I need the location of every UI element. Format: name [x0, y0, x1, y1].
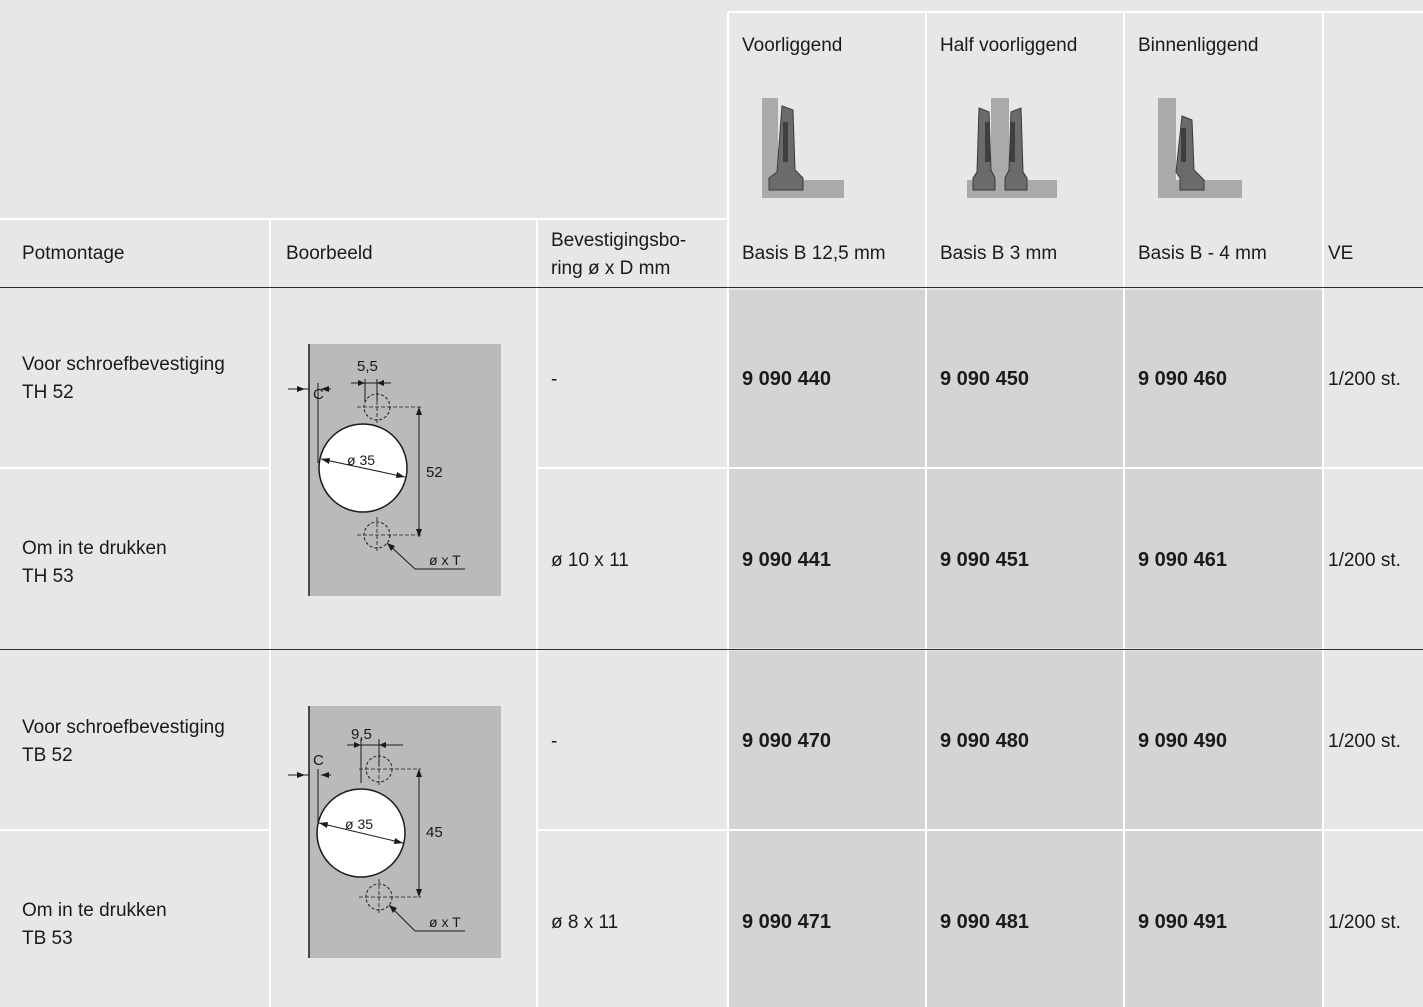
header-basis-half: Basis B 3 mm: [940, 243, 1058, 264]
boring-value: ø 8 x 11: [551, 912, 619, 933]
article-number: 9 090 441: [742, 549, 831, 571]
hinge-binnenliggend-icon: [1158, 98, 1242, 198]
drilling-pattern-tb: C 9,5 ø 35 45 ø x T: [288, 706, 501, 958]
header-bevestigingsboring: Bevestigingsbo- ring ø x D mm: [551, 227, 686, 283]
offset-label: 5,5: [357, 358, 378, 375]
ve-value: 1/200 st.: [1328, 731, 1401, 752]
col-separator: [1123, 12, 1125, 1007]
header-bevestigingsboring-line1: Bevestigingsbo-: [551, 230, 687, 251]
header-ve: VE: [1328, 243, 1354, 264]
header-potmontage: Potmontage: [22, 243, 125, 264]
boring-value: ø 10 x 11: [551, 550, 629, 571]
mount-code: TH 53: [22, 566, 74, 587]
mount-type: Om in te drukken: [22, 900, 167, 921]
col-separator: [727, 12, 729, 1007]
hole-label: ø x T: [429, 552, 461, 568]
mount-type: Voor schroefbevestiging: [22, 354, 225, 375]
article-number: 9 090 471: [742, 911, 831, 933]
article-number: 9 090 491: [1138, 911, 1227, 933]
header-half-voorliggend: Half voorliggend: [940, 35, 1078, 56]
c-label: C: [313, 752, 324, 769]
header-divider: [0, 287, 1423, 288]
mount-code: TH 52: [22, 382, 74, 403]
group-divider: [0, 649, 1423, 650]
boring-value: -: [551, 731, 558, 752]
distance-label: 52: [426, 464, 443, 481]
col-separator: [269, 219, 271, 1007]
article-number: 9 090 451: [940, 549, 1029, 571]
header-basis-voor: Basis B 12,5 mm: [742, 243, 886, 264]
mount-type: Om in te drukken: [22, 538, 167, 559]
article-number: 9 090 480: [940, 730, 1029, 752]
hinge-half-voorliggend-icon: [967, 98, 1057, 198]
ve-value: 1/200 st.: [1328, 550, 1401, 571]
drilling-pattern-th: C 5,5 ø 35 52 ø x T: [288, 344, 501, 596]
header-voorliggend: Voorliggend: [742, 35, 843, 56]
header-boorbeeld: Boorbeeld: [286, 243, 373, 264]
article-number: 9 090 490: [1138, 730, 1227, 752]
article-number: 9 090 440: [742, 368, 831, 390]
article-number: 9 090 470: [742, 730, 831, 752]
distance-label: 45: [426, 824, 443, 841]
ve-value: 1/200 st.: [1328, 369, 1401, 390]
row-separator: [0, 218, 728, 220]
table-row-mount: Om in te drukken TH 53: [22, 535, 167, 591]
row-separator: [0, 467, 270, 469]
ve-value: 1/200 st.: [1328, 912, 1401, 933]
article-number: 9 090 481: [940, 911, 1029, 933]
boring-value: -: [551, 369, 558, 390]
mount-code: TB 52: [22, 745, 73, 766]
row-separator: [728, 11, 1423, 13]
row-separator: [537, 829, 1423, 831]
hinge-voorliggend-icon: [762, 98, 844, 198]
header-basis-binnen: Basis B - 4 mm: [1138, 243, 1267, 264]
article-number: 9 090 450: [940, 368, 1029, 390]
mount-type: Voor schroefbevestiging: [22, 717, 225, 738]
row-separator: [0, 829, 270, 831]
c-label: C: [313, 386, 324, 403]
col-separator: [536, 219, 538, 1007]
diameter-label: ø 35: [347, 452, 375, 468]
table-row-mount: Voor schroefbevestiging TH 52: [22, 351, 225, 407]
article-number: 9 090 460: [1138, 368, 1227, 390]
header-binnenliggend: Binnenliggend: [1138, 35, 1259, 56]
header-bevestigingsboring-line2: ring ø x D mm: [551, 258, 671, 279]
row-separator: [537, 467, 1423, 469]
hole-label: ø x T: [429, 914, 461, 930]
diameter-label: ø 35: [345, 816, 373, 832]
col-separator: [925, 12, 927, 1007]
table-row-mount: Voor schroefbevestiging TB 52: [22, 714, 225, 770]
mount-code: TB 53: [22, 928, 73, 949]
shaded-block-th: [728, 290, 1324, 648]
col-separator: [1322, 12, 1324, 1007]
table-row-mount: Om in te drukken TB 53: [22, 897, 167, 953]
offset-label: 9,5: [351, 726, 372, 743]
article-number: 9 090 461: [1138, 549, 1227, 571]
